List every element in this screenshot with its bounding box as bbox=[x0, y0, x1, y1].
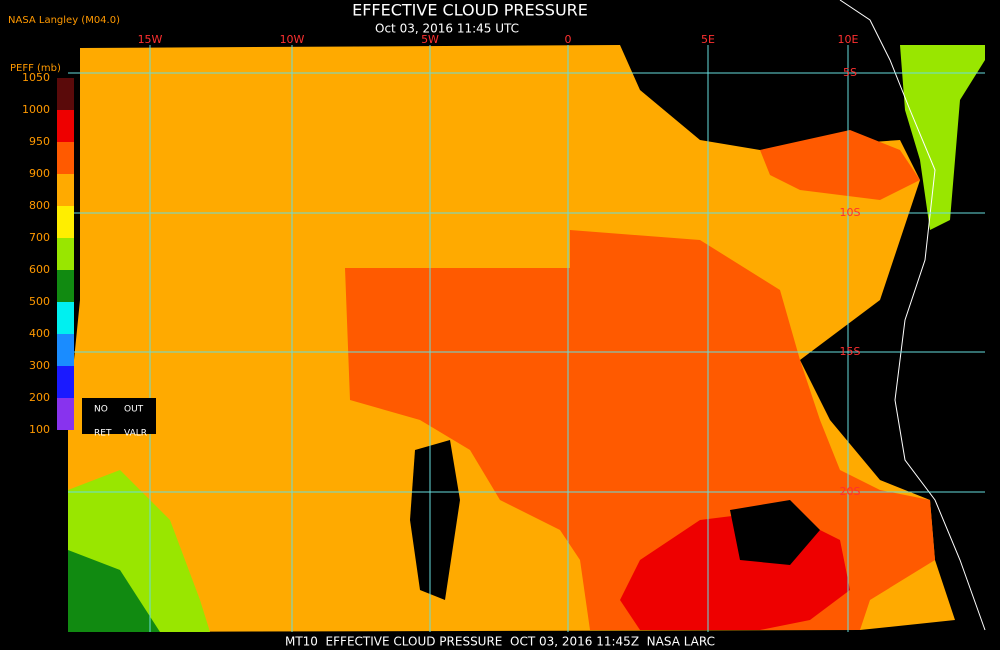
longitude-label: 5W bbox=[421, 33, 439, 46]
legend-swatch bbox=[57, 110, 74, 142]
latitude-label: 20S bbox=[840, 485, 861, 498]
latitude-label: 15S bbox=[840, 345, 861, 358]
legend-swatch bbox=[57, 174, 74, 206]
land-cloud bbox=[68, 550, 160, 632]
source: NASA Langley (M04.0) bbox=[8, 15, 120, 26]
footer: MT10 EFFECTIVE CLOUD PRESSURE OCT 03, 20… bbox=[285, 635, 715, 649]
legend-label: 800 bbox=[29, 199, 50, 212]
legend-swatch bbox=[57, 302, 74, 334]
clear-sky bbox=[410, 440, 460, 600]
legend-label: 700 bbox=[29, 231, 50, 244]
legend-note: OUT bbox=[124, 405, 144, 415]
title: EFFECTIVE CLOUD PRESSURE bbox=[352, 1, 588, 20]
legend-swatch bbox=[57, 270, 74, 302]
legend-swatch bbox=[57, 398, 74, 430]
coastline bbox=[839, 0, 986, 631]
legend-label: 300 bbox=[29, 359, 50, 372]
longitude-label: 15W bbox=[138, 33, 163, 46]
legend-label: 400 bbox=[29, 327, 50, 340]
legend-note: RET bbox=[94, 429, 112, 439]
legend-swatch bbox=[57, 366, 74, 398]
legend-swatch bbox=[57, 78, 74, 110]
imagery bbox=[68, 0, 986, 632]
legend-label: 500 bbox=[29, 295, 50, 308]
legend-swatch bbox=[57, 334, 74, 366]
latitude-label: 5S bbox=[843, 66, 857, 79]
longitude-label: 5E bbox=[701, 33, 715, 46]
legend-label: 1050 bbox=[22, 71, 50, 84]
clear-sky bbox=[730, 500, 820, 565]
legend-swatch bbox=[57, 238, 74, 270]
legend-note: VALR bbox=[124, 429, 147, 439]
land-cloud bbox=[900, 45, 985, 230]
legend-label: 900 bbox=[29, 167, 50, 180]
legend-label: 600 bbox=[29, 263, 50, 276]
legend-note: NO bbox=[94, 405, 108, 415]
graticule: 15W 10W 5W 0 5E 10E 5S 10S 15S 20S bbox=[68, 33, 985, 632]
legend-swatch bbox=[57, 142, 74, 174]
subtitle: Oct 03, 2016 11:45 UTC bbox=[375, 22, 519, 36]
legend: NO OUT RET VALR 1050 1000 950 900 800 700 600 5… bbox=[22, 71, 156, 439]
legend-label: 950 bbox=[29, 135, 50, 148]
legend-label: 100 bbox=[29, 423, 50, 436]
legend-title: PEFF (mb) bbox=[10, 63, 61, 74]
legend-note-box bbox=[82, 398, 156, 434]
legend-label: 200 bbox=[29, 391, 50, 404]
cloud-mid-north bbox=[760, 130, 920, 200]
legend-swatch bbox=[57, 206, 74, 238]
latitude-label: 10S bbox=[840, 206, 861, 219]
longitude-label: 10E bbox=[838, 33, 859, 46]
longitude-label: 10W bbox=[280, 33, 305, 46]
legend-label: 1000 bbox=[22, 103, 50, 116]
longitude-label: 0 bbox=[565, 33, 572, 46]
